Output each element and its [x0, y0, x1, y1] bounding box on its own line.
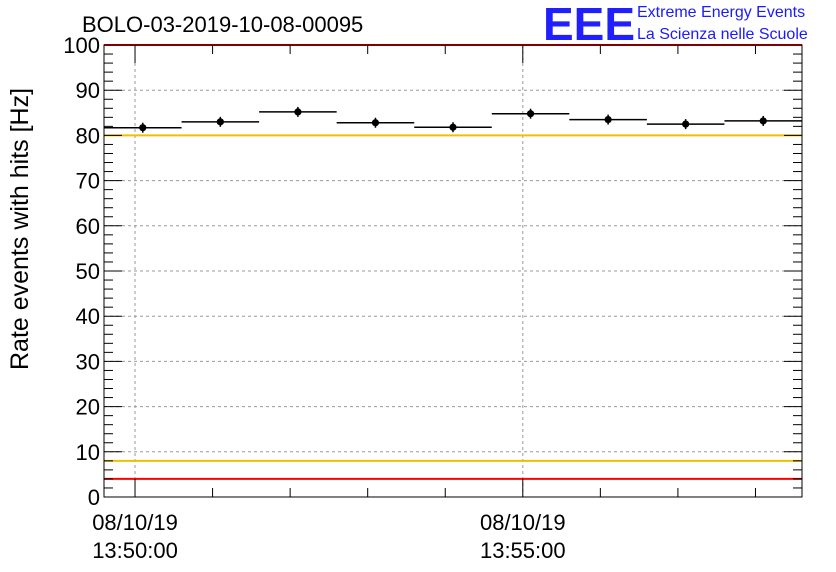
grid: [104, 45, 802, 497]
data-point: [139, 124, 147, 132]
x-tick-label-time: 13:55:00: [480, 538, 566, 563]
y-tick-label: 80: [76, 123, 100, 148]
logo-line-1: Extreme Energy Events: [637, 4, 805, 21]
reference-lines: [104, 44, 802, 480]
x-tick-label-time: 13:50:00: [92, 538, 178, 563]
data-point: [759, 117, 767, 125]
chart-title: BOLO-03-2019-10-08-00095: [82, 12, 363, 37]
data-point: [682, 120, 690, 128]
data-point: [604, 115, 612, 124]
y-tick-label: 100: [63, 33, 100, 58]
data-point: [526, 110, 535, 118]
y-tick-label: 40: [76, 304, 100, 329]
y-tick-label: 60: [76, 214, 100, 239]
y-tick-label: 30: [76, 349, 100, 374]
data-point: [449, 123, 457, 131]
data-point: [371, 119, 380, 127]
y-tick-label: 0: [88, 485, 100, 510]
eee-logo: EEE Extreme Energy Events La Scienza nel…: [543, 0, 808, 50]
y-axis-label: Rate events with hits [Hz]: [6, 88, 34, 370]
logo-line-2: La Scienza nelle Scuole: [637, 26, 808, 43]
y-tick-label: 90: [76, 78, 100, 103]
y-tick-label: 70: [76, 169, 100, 194]
data-points: [104, 106, 802, 133]
y-tick-label: 20: [76, 395, 100, 420]
y-tick-label: 50: [76, 259, 100, 284]
data-point: [294, 108, 302, 116]
logo-mark: EEE: [543, 0, 635, 50]
data-point: [216, 118, 224, 126]
ticks: 0 10 20 30 40 50 60 70 80 90 100 08/10/19 13:50:00 08…: [63, 33, 802, 563]
x-tick-label-date: 08/10/19: [92, 510, 178, 535]
x-tick-label-date: 08/10/19: [480, 510, 566, 535]
y-tick-label: 10: [76, 440, 100, 465]
